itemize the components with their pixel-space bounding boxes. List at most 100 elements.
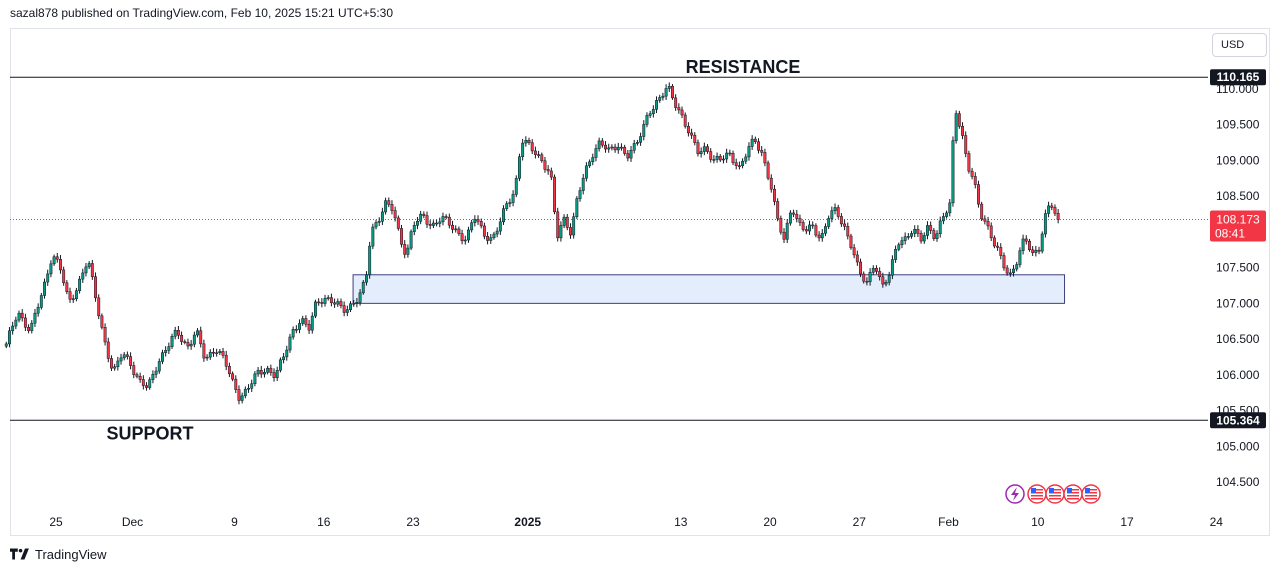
- candle[interactable]: [690, 128, 694, 139]
- candle[interactable]: [170, 333, 174, 349]
- candle[interactable]: [215, 348, 219, 357]
- candle[interactable]: [645, 112, 649, 128]
- candle[interactable]: [68, 287, 72, 303]
- candle[interactable]: [808, 220, 811, 235]
- candle[interactable]: [671, 84, 674, 100]
- candle[interactable]: [897, 242, 901, 252]
- candle[interactable]: [489, 233, 493, 244]
- candle[interactable]: [954, 110, 958, 144]
- candle[interactable]: [240, 392, 244, 404]
- candle[interactable]: [635, 139, 639, 146]
- candle[interactable]: [632, 139, 636, 154]
- candle[interactable]: [454, 225, 458, 233]
- candle[interactable]: [527, 137, 531, 145]
- candle[interactable]: [349, 301, 352, 313]
- candle[interactable]: [103, 323, 107, 346]
- candle[interactable]: [623, 144, 627, 156]
- candle[interactable]: [964, 131, 968, 158]
- candle[interactable]: [132, 361, 136, 379]
- candle[interactable]: [553, 174, 556, 215]
- candle[interactable]: [938, 216, 942, 238]
- candle[interactable]: [125, 351, 129, 360]
- candle[interactable]: [374, 219, 378, 230]
- candle[interactable]: [355, 297, 359, 308]
- candle[interactable]: [81, 268, 85, 283]
- candle[interactable]: [250, 379, 254, 392]
- candle[interactable]: [817, 231, 821, 242]
- candle[interactable]: [607, 143, 611, 153]
- candle[interactable]: [578, 187, 582, 202]
- candle[interactable]: [604, 141, 607, 153]
- candle[interactable]: [278, 357, 282, 373]
- candle[interactable]: [610, 144, 614, 151]
- candle[interactable]: [329, 293, 333, 307]
- candle[interactable]: [49, 260, 53, 278]
- candle[interactable]: [498, 217, 502, 235]
- candle[interactable]: [804, 225, 808, 235]
- candle[interactable]: [811, 221, 815, 229]
- candle[interactable]: [989, 222, 993, 242]
- candle[interactable]: [8, 327, 11, 348]
- candle[interactable]: [39, 292, 43, 310]
- candle[interactable]: [795, 209, 799, 223]
- candle[interactable]: [323, 294, 327, 307]
- candle[interactable]: [798, 214, 802, 226]
- candle[interactable]: [46, 269, 50, 286]
- candle[interactable]: [961, 122, 964, 140]
- candle[interactable]: [973, 172, 977, 189]
- candle[interactable]: [702, 142, 706, 156]
- candle[interactable]: [983, 215, 987, 225]
- candle[interactable]: [23, 313, 27, 331]
- candle[interactable]: [836, 204, 840, 219]
- candle[interactable]: [696, 139, 700, 157]
- candle[interactable]: [14, 316, 18, 330]
- candle[interactable]: [616, 142, 620, 154]
- candle[interactable]: [457, 226, 461, 236]
- candle[interactable]: [881, 272, 885, 288]
- candle[interactable]: [967, 150, 971, 174]
- candle[interactable]: [827, 215, 831, 230]
- candle[interactable]: [106, 337, 110, 363]
- candle[interactable]: [661, 92, 665, 101]
- candle[interactable]: [482, 222, 486, 240]
- candle[interactable]: [416, 216, 419, 230]
- candle[interactable]: [597, 137, 601, 152]
- candle[interactable]: [1008, 268, 1012, 277]
- candle[interactable]: [999, 243, 1003, 260]
- candle[interactable]: [59, 255, 62, 274]
- candle[interactable]: [151, 370, 155, 384]
- candle[interactable]: [731, 150, 735, 166]
- candle[interactable]: [288, 333, 292, 353]
- candle[interactable]: [833, 203, 837, 215]
- candle[interactable]: [575, 196, 579, 219]
- candle[interactable]: [785, 219, 789, 244]
- candle[interactable]: [393, 206, 397, 222]
- candle[interactable]: [266, 365, 270, 375]
- candle[interactable]: [138, 372, 142, 383]
- candle[interactable]: [722, 155, 725, 164]
- candle[interactable]: [518, 153, 521, 182]
- candle[interactable]: [693, 132, 697, 146]
- candle[interactable]: [537, 150, 541, 159]
- candle[interactable]: [78, 275, 82, 294]
- candle[interactable]: [97, 294, 101, 320]
- candle[interactable]: [52, 254, 56, 266]
- candle[interactable]: [377, 217, 381, 227]
- candle[interactable]: [562, 214, 566, 229]
- candle[interactable]: [62, 266, 66, 286]
- candle[interactable]: [948, 199, 952, 217]
- candle[interactable]: [285, 345, 289, 361]
- candle[interactable]: [584, 162, 588, 182]
- candle[interactable]: [887, 271, 891, 286]
- candle[interactable]: [820, 229, 824, 242]
- candle[interactable]: [626, 149, 630, 162]
- candle[interactable]: [530, 139, 534, 155]
- candle[interactable]: [11, 321, 15, 335]
- candle[interactable]: [1015, 261, 1019, 272]
- candle[interactable]: [655, 96, 658, 114]
- candle[interactable]: [247, 384, 250, 393]
- candle[interactable]: [741, 158, 745, 169]
- candle[interactable]: [205, 354, 209, 361]
- candle[interactable]: [189, 339, 193, 350]
- candle[interactable]: [977, 180, 980, 208]
